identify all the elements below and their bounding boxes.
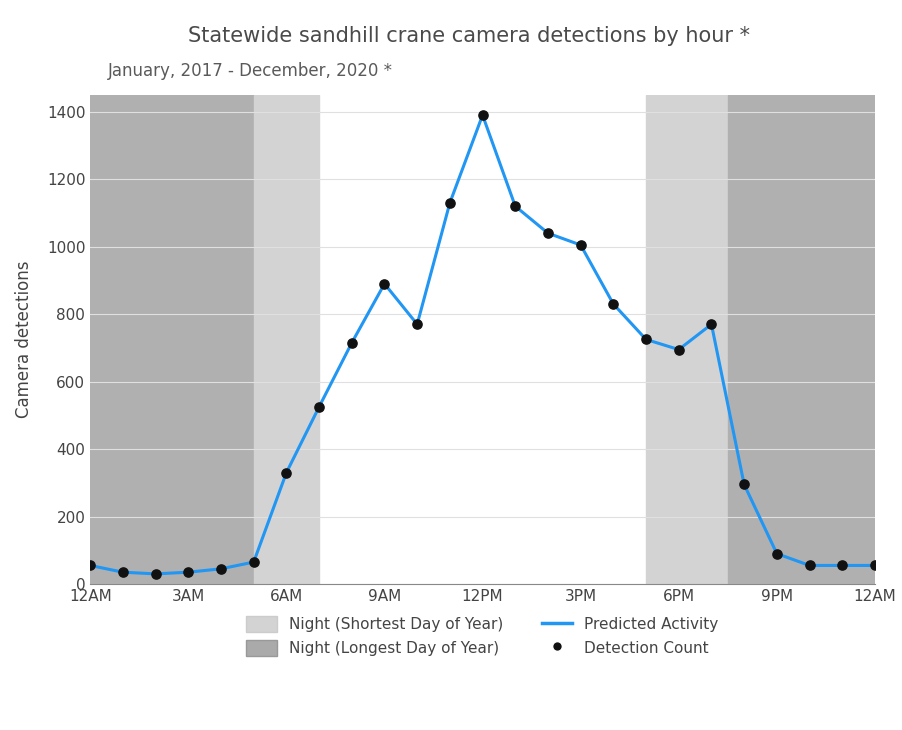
Point bbox=[83, 560, 97, 572]
Point bbox=[540, 227, 555, 239]
Point bbox=[769, 548, 784, 559]
Point bbox=[868, 560, 882, 572]
Point bbox=[508, 200, 522, 212]
Point bbox=[802, 560, 816, 572]
Point bbox=[312, 401, 327, 412]
Point bbox=[443, 197, 457, 209]
Y-axis label: Camera detections: Camera detections bbox=[15, 261, 33, 418]
Point bbox=[181, 566, 196, 578]
Point bbox=[606, 298, 621, 310]
Point bbox=[671, 344, 686, 356]
Point bbox=[410, 318, 424, 330]
Point bbox=[639, 334, 653, 345]
Point bbox=[574, 239, 588, 251]
Bar bbox=[253, 95, 319, 584]
Bar bbox=[728, 95, 875, 584]
Point bbox=[148, 568, 162, 580]
Point bbox=[835, 560, 850, 572]
Legend: Night (Shortest Day of Year), Night (Longest Day of Year), Predicted Activity, D: Night (Shortest Day of Year), Night (Lon… bbox=[240, 610, 725, 662]
Point bbox=[214, 563, 228, 575]
Point bbox=[115, 566, 130, 578]
Point bbox=[737, 479, 751, 491]
Point bbox=[246, 556, 261, 568]
Bar bbox=[90, 95, 253, 584]
Point bbox=[279, 467, 293, 479]
Point bbox=[345, 337, 359, 349]
Point bbox=[704, 318, 719, 330]
Point bbox=[377, 278, 391, 290]
Text: January, 2017 - December, 2020 *: January, 2017 - December, 2020 * bbox=[108, 62, 393, 80]
Text: Statewide sandhill crane camera detections by hour *: Statewide sandhill crane camera detectio… bbox=[188, 26, 750, 45]
Bar bbox=[646, 95, 728, 584]
Point bbox=[475, 110, 490, 121]
